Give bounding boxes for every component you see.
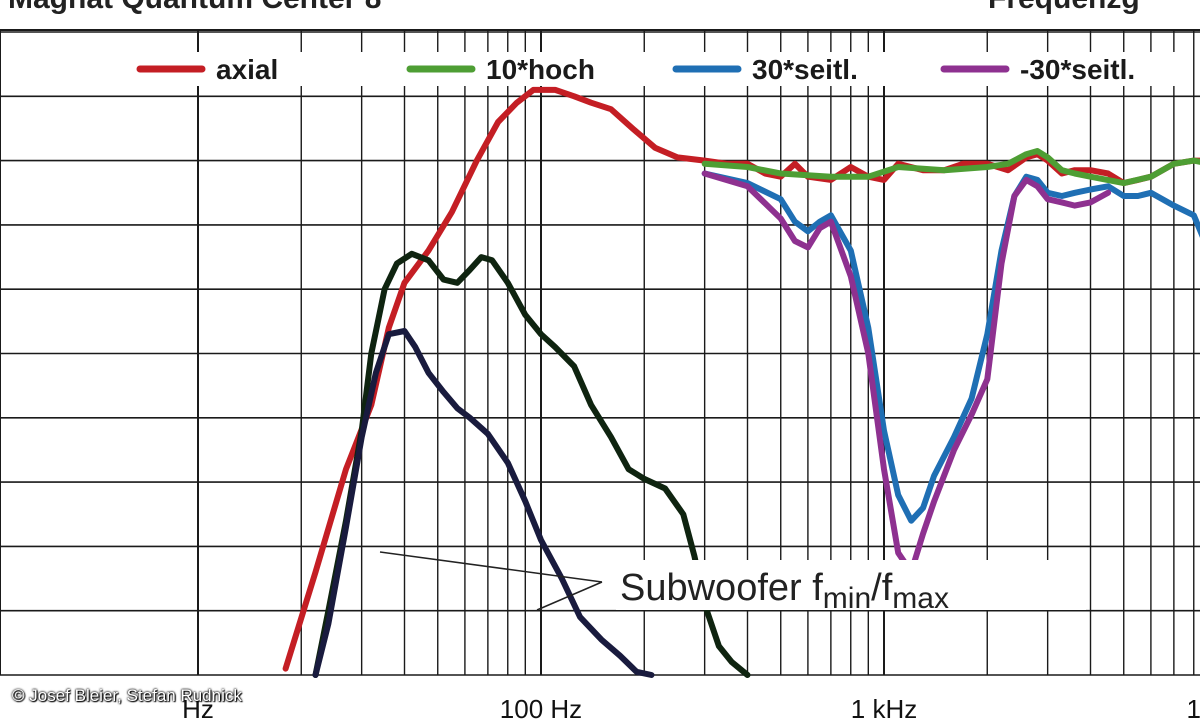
subwoofer-annotation: Subwoofer fmin/fmax <box>620 567 949 615</box>
chart-title-right: Frequenzg <box>988 0 1140 16</box>
x-tick-label: Hz <box>182 694 214 720</box>
series-line-30-seitl- <box>701 170 1200 524</box>
annotation-background <box>616 560 1086 610</box>
annotation-pointer-line <box>536 581 603 611</box>
series-line-unlabeled-5 <box>312 328 655 678</box>
legend-background <box>130 52 1192 86</box>
series-line--30-seitl- <box>701 170 1112 576</box>
legend-label: axial <box>216 54 278 85</box>
legend-label: 30*seitl. <box>752 54 858 85</box>
legend-label: -30*seitl. <box>1020 54 1135 85</box>
copyright-credit: © Josef Bleier, Stefan Rudnick <box>12 686 242 705</box>
series-line-10-hoch <box>701 148 1200 187</box>
x-tick-label: 100 Hz <box>500 694 582 720</box>
annotation-pointer-line <box>379 551 603 583</box>
x-tick-label: 10 kHz <box>1187 694 1200 720</box>
series-line-unlabeled-4 <box>312 250 751 678</box>
legend-label: 10*hoch <box>486 54 595 85</box>
x-tick-label: 1 kHz <box>851 694 917 720</box>
chart-title-left: Magnat Quantum Center 8 <box>8 0 381 16</box>
